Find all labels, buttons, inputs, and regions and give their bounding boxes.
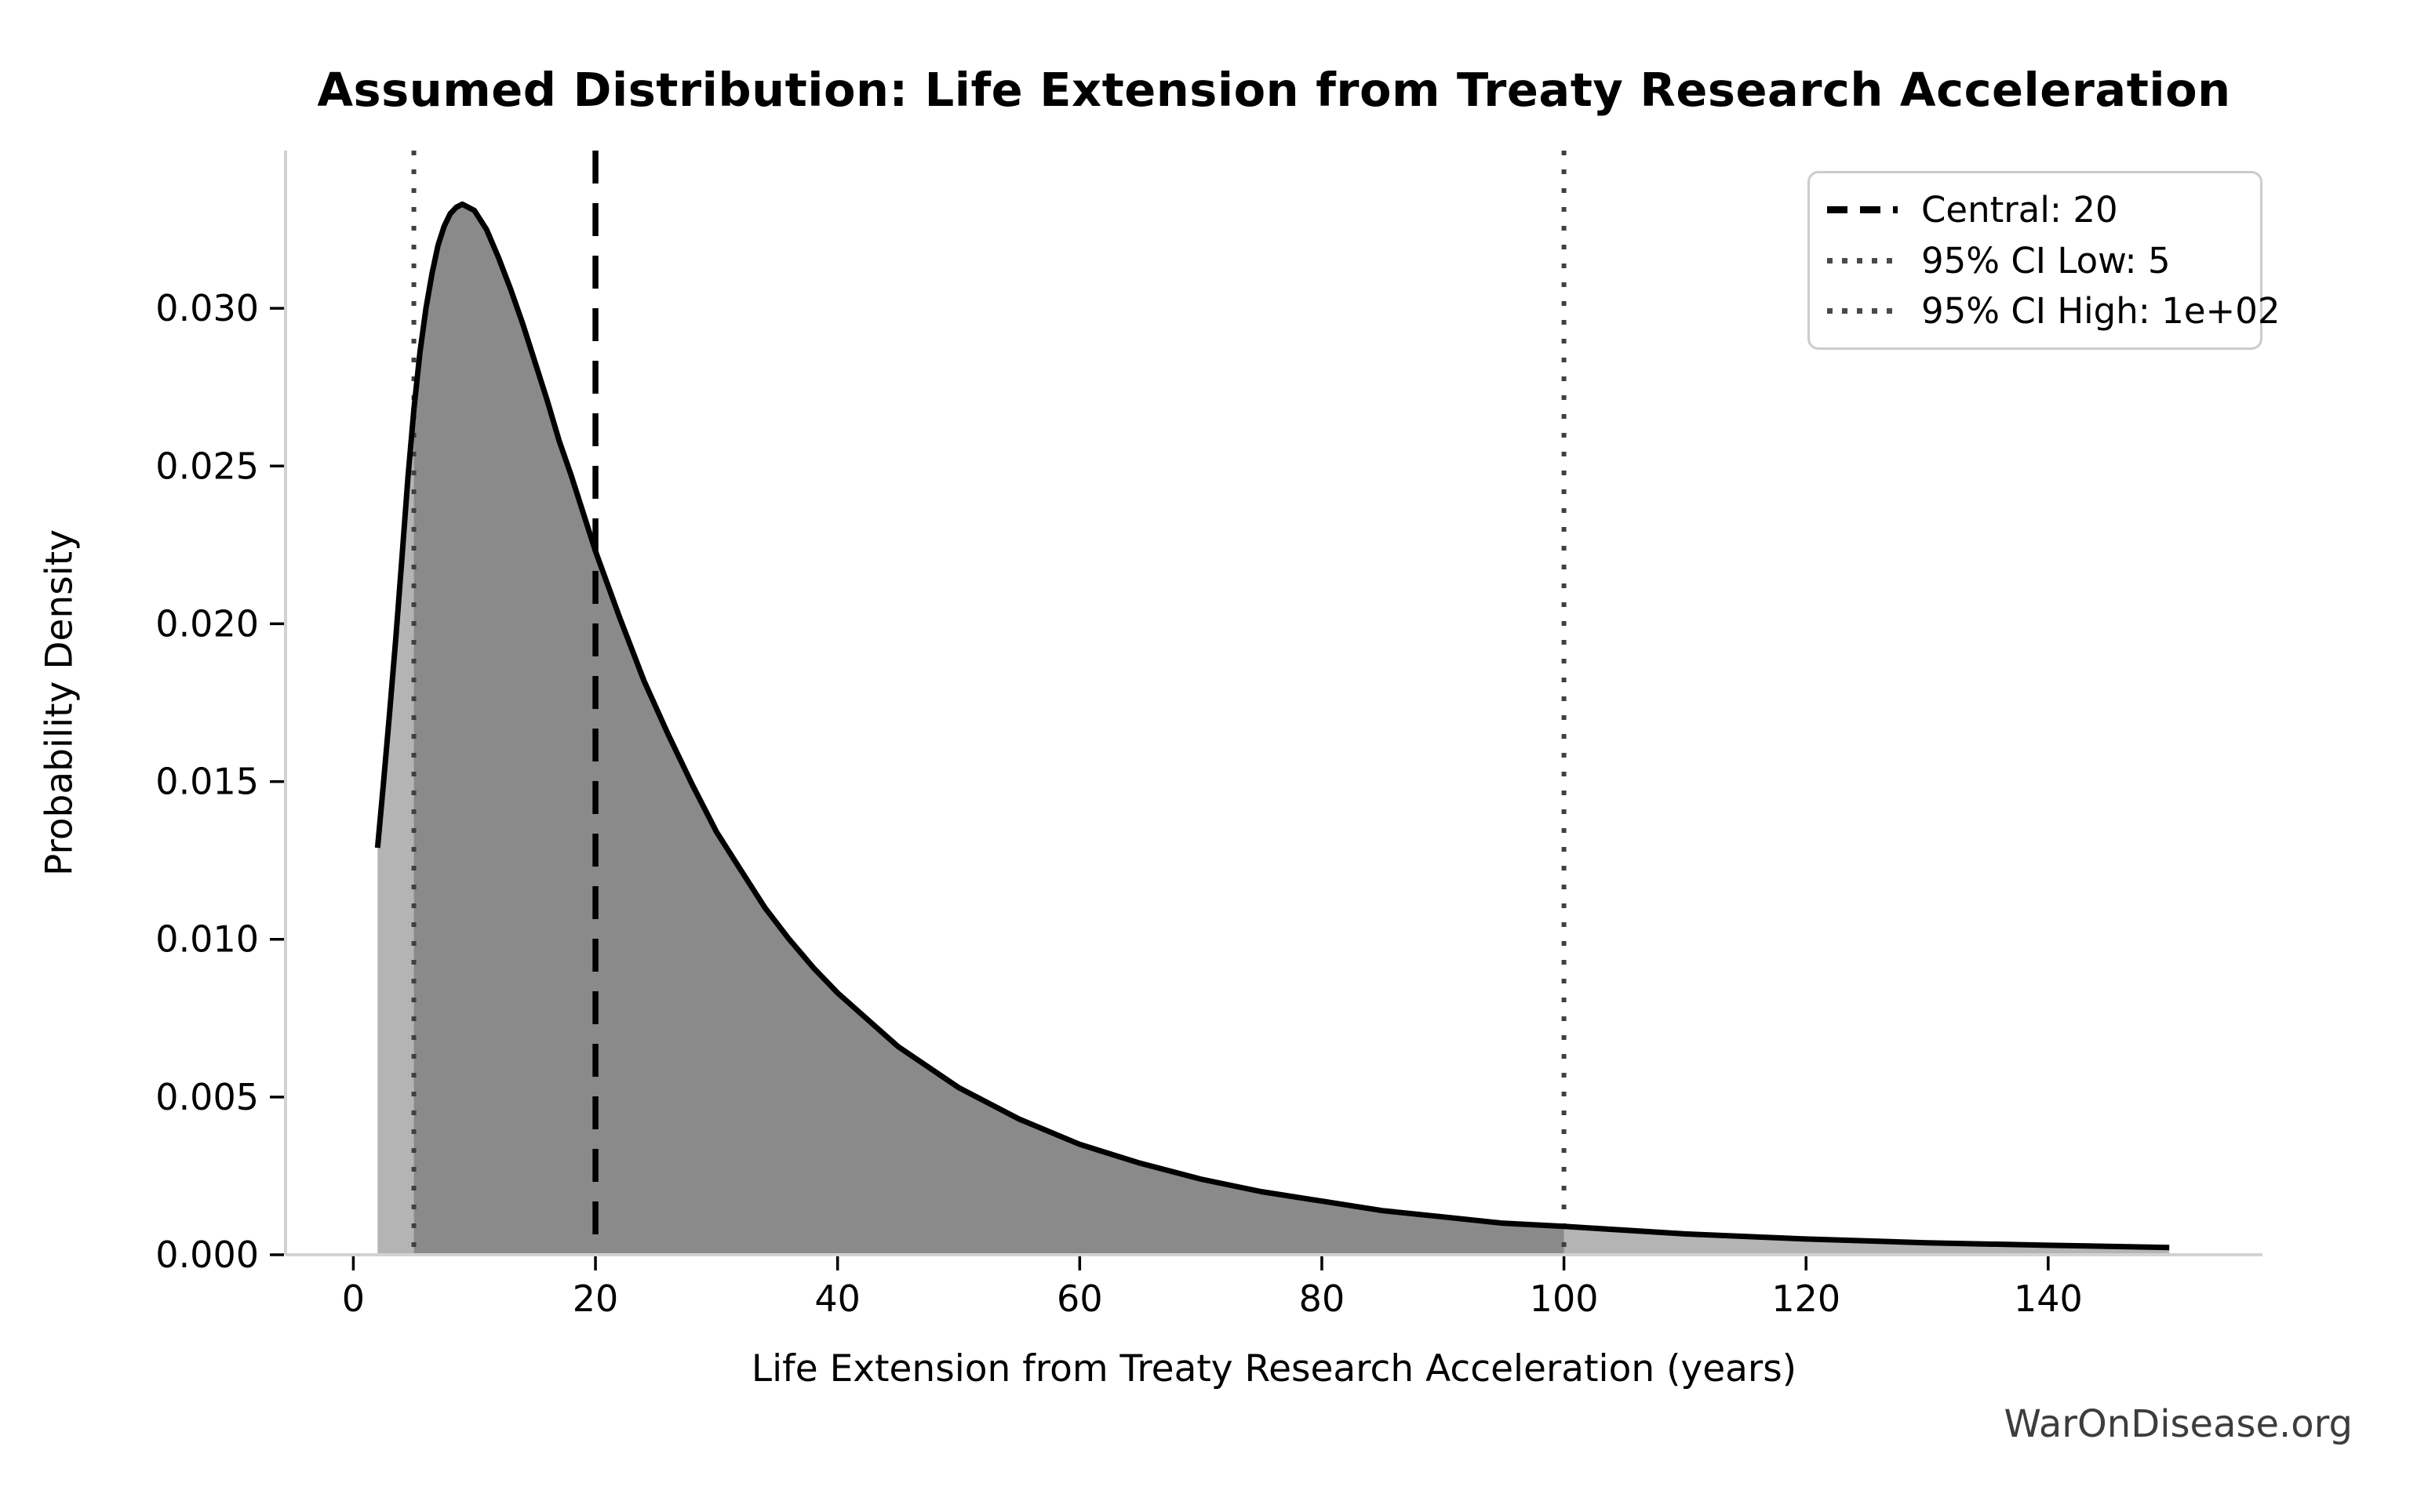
x-tick-label: 80	[1299, 1278, 1345, 1320]
ci-fill	[413, 204, 1564, 1255]
legend-dotted-line-icon	[1827, 257, 1898, 264]
legend: Central: 20 95% CI Low: 5 95% CI High: 1…	[1807, 171, 2280, 350]
x-tick-label: 20	[573, 1278, 619, 1320]
x-axis-label: Life Extension from Treaty Research Acce…	[751, 1347, 1797, 1390]
chart-title: Assumed Distribution: Life Extension fro…	[317, 63, 2231, 117]
y-tick-label: 0.030	[155, 287, 259, 329]
y-axis-label: Probability Density	[38, 529, 82, 877]
legend-dotted-line-icon	[1827, 308, 1898, 314]
legend-row-central: Central: 20	[1827, 189, 2251, 231]
y-tick-label: 0.020	[155, 602, 259, 645]
legend-row-ci-high: 95% CI High: 1e+02	[1827, 290, 2280, 332]
x-tick-label: 140	[2014, 1278, 2083, 1320]
x-tick-label: 0	[342, 1278, 365, 1320]
x-tick-label: 120	[1771, 1278, 1840, 1320]
y-tick-label: 0.015	[155, 761, 259, 803]
legend-label-ci-high: 95% CI High: 1e+02	[1921, 290, 2280, 333]
x-tick-label: 60	[1057, 1278, 1103, 1320]
watermark: WarOnDisease.org	[2004, 1402, 2353, 1446]
y-tick-label: 0.025	[155, 445, 259, 487]
x-tick-label: 100	[1530, 1278, 1599, 1320]
density-curve	[374, 201, 2170, 1251]
legend-row-ci-low: 95% CI Low: 5	[1827, 240, 2251, 282]
legend-dashed-line-icon	[1827, 205, 1898, 213]
y-tick-label: 0.010	[155, 918, 259, 961]
legend-label-central: Central: 20	[1921, 188, 2118, 231]
x-tick-label: 40	[814, 1278, 861, 1320]
y-tick-label: 0.000	[155, 1234, 259, 1276]
legend-label-ci-low: 95% CI Low: 5	[1921, 239, 2171, 282]
y-tick-label: 0.005	[155, 1076, 259, 1118]
